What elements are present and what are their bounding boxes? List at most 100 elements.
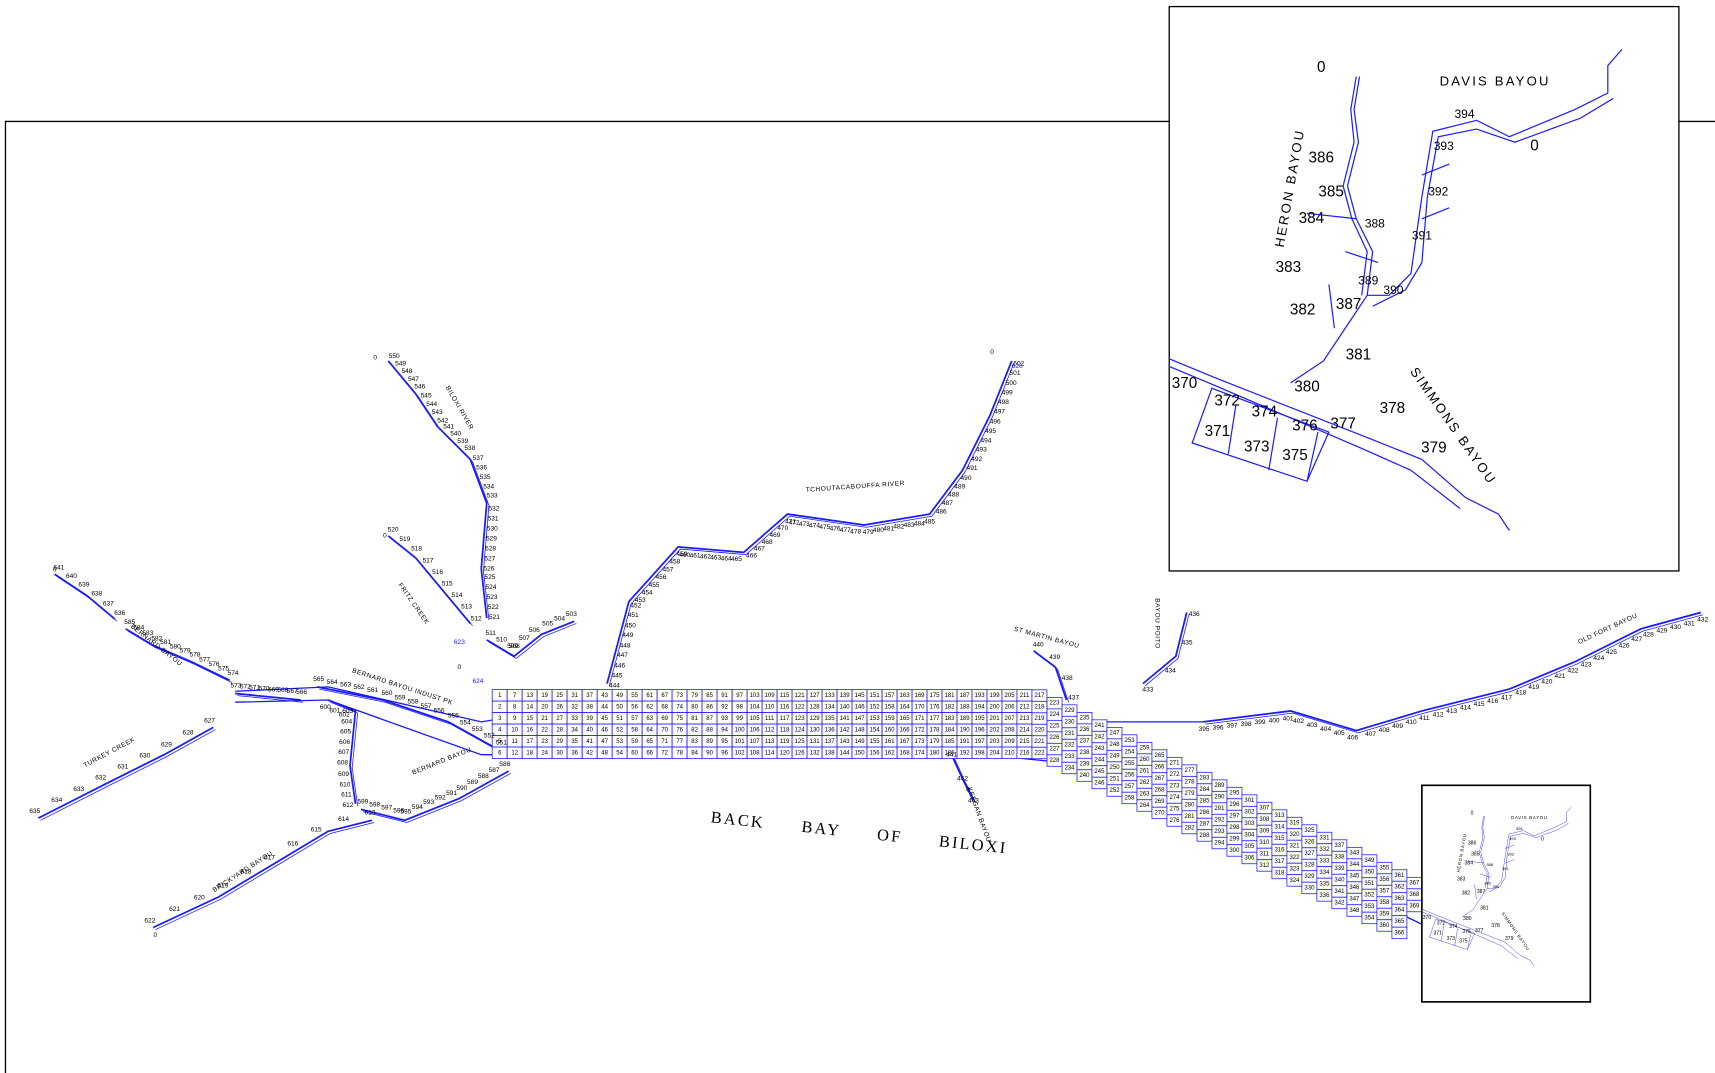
inset-segment-label: 391 xyxy=(1412,228,1432,242)
cell-label: 176 xyxy=(929,705,940,711)
segment-label: 514 xyxy=(452,592,463,599)
inset-name: HERON BAYOU xyxy=(1456,833,1468,873)
segment-label: 601 xyxy=(329,708,340,715)
cell-label: 239 xyxy=(1079,762,1090,768)
segment-label: 431 xyxy=(1684,620,1695,627)
cell-label: 80 xyxy=(691,705,698,711)
segment-label: 519 xyxy=(399,536,410,543)
cell-label: 113 xyxy=(765,739,775,745)
inset-reach-breaks xyxy=(1467,844,1515,900)
cell-label: 59 xyxy=(631,739,638,745)
cell-label: 21 xyxy=(541,716,548,722)
segment-label: 432 xyxy=(1697,617,1708,624)
cell-label: 323 xyxy=(1289,867,1300,873)
cell-label: 265 xyxy=(1154,753,1165,759)
inset-segment-label: 373 xyxy=(1244,438,1270,455)
cell-label: 104 xyxy=(750,705,761,711)
cell-label: 120 xyxy=(780,750,791,756)
inset-segment-label: 376 xyxy=(1292,418,1318,435)
cell-label: 156 xyxy=(870,750,881,756)
cell-label: 259 xyxy=(1139,746,1150,752)
segment-label: 430 xyxy=(1670,624,1681,631)
cell-label: 311 xyxy=(1260,852,1270,858)
cell-label: 88 xyxy=(706,727,713,733)
cell-label: 167 xyxy=(900,739,911,745)
bay-cells: 1234567891011121314151617181920212223242… xyxy=(491,689,1423,940)
segment-label: 580 xyxy=(170,643,181,650)
inset-name: DAVIS BAYOU xyxy=(1511,815,1548,820)
segment-label: 502 xyxy=(1013,361,1024,368)
cell-label: 64 xyxy=(646,727,653,733)
cell-label: 111 xyxy=(765,716,775,722)
cell-label: 85 xyxy=(706,693,713,699)
river-bank xyxy=(1035,652,1069,703)
cell-label: 95 xyxy=(721,739,728,745)
cell-label: 327 xyxy=(1304,851,1315,857)
segment-label: 599 xyxy=(357,799,368,806)
cell-label: 236 xyxy=(1079,727,1090,733)
cell-label: 213 xyxy=(1020,716,1031,722)
cell-label: 322 xyxy=(1289,855,1300,861)
cell-label: 251 xyxy=(1110,777,1121,783)
segment-label: 544 xyxy=(426,401,437,408)
segment-label: 631 xyxy=(117,763,128,770)
cell-label: 158 xyxy=(885,705,896,711)
segment-label: 619 xyxy=(217,882,228,889)
river-bank xyxy=(363,772,511,823)
segment-label: 402 xyxy=(1293,718,1304,725)
cell-label: 49 xyxy=(616,693,623,699)
inset-channel xyxy=(1168,358,1510,531)
cell-label: 328 xyxy=(1304,863,1315,869)
river xyxy=(327,699,357,805)
segment-label: 505 xyxy=(542,620,553,627)
segment-label: 622 xyxy=(144,917,155,924)
segment-label: 447 xyxy=(617,652,628,659)
segment-label: 425 xyxy=(1606,649,1617,656)
segment-label: 587 xyxy=(489,767,500,774)
inset-zero-label: 0 xyxy=(1317,59,1326,76)
cell-label: 52 xyxy=(616,727,623,733)
cell-label: 350 xyxy=(1364,870,1375,876)
segment-label: 501 xyxy=(1010,370,1021,377)
segment-label: 557 xyxy=(421,703,432,710)
segment-label: 564 xyxy=(327,679,338,686)
cell-label: 15 xyxy=(526,716,533,722)
cell-label: 168 xyxy=(900,750,911,756)
cell-label: 355 xyxy=(1379,866,1390,872)
segment-label: 518 xyxy=(411,545,422,552)
segment-label: 617 xyxy=(264,854,275,861)
segment-label: 582 xyxy=(151,635,162,642)
cell-label: 162 xyxy=(885,750,896,756)
cell-label: 250 xyxy=(1110,765,1121,771)
segment-label: 421 xyxy=(1554,673,1565,680)
segment-label: 630 xyxy=(139,753,150,760)
segment-label: 487 xyxy=(942,500,953,507)
cell-label: 122 xyxy=(795,705,806,711)
segment-label: 585 xyxy=(124,619,135,626)
segment-label: 552 xyxy=(484,733,495,740)
inset-segment-label: 390 xyxy=(1493,884,1500,889)
inset-segment-label: 374 xyxy=(1449,924,1458,930)
segment-label: 422 xyxy=(1567,668,1578,675)
cell-label: 27 xyxy=(556,716,563,722)
cell-label: 100 xyxy=(735,727,746,733)
cell-label: 203 xyxy=(990,739,1001,745)
segment-label: 456 xyxy=(655,574,666,581)
cell-label: 126 xyxy=(795,750,806,756)
cell-label: 4 xyxy=(498,727,502,733)
cell-label: 172 xyxy=(915,727,926,733)
segment-label: 498 xyxy=(998,399,1009,406)
segment-label: 439 xyxy=(1049,654,1060,661)
river-bank xyxy=(953,756,976,803)
cell-label: 335 xyxy=(1319,882,1330,888)
cell-label: 320 xyxy=(1289,832,1300,838)
inset-segment-label: 373 xyxy=(1447,936,1456,942)
cell-label: 36 xyxy=(571,750,578,756)
cell-label: 190 xyxy=(960,727,971,733)
cell-label: 77 xyxy=(676,739,683,745)
cell-label: 348 xyxy=(1349,908,1360,914)
cell-label: 13 xyxy=(526,693,533,699)
cell-label: 26 xyxy=(556,705,563,711)
cell-label: 359 xyxy=(1379,912,1390,918)
cell-label: 244 xyxy=(1094,758,1105,764)
